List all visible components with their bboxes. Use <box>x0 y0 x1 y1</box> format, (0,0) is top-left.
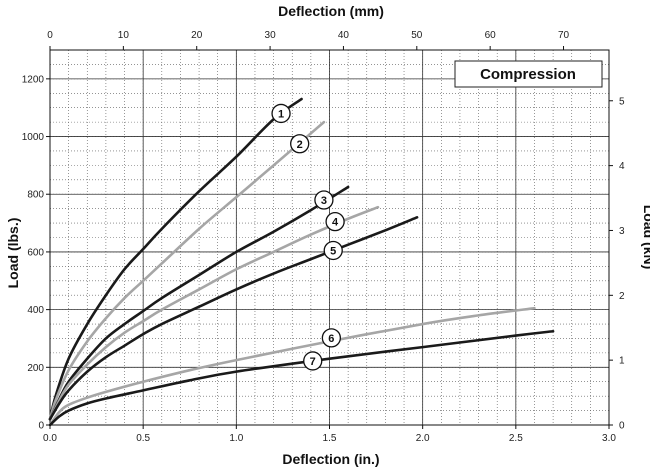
series-6-marker-circle <box>321 328 342 348</box>
right-axis-title: Load (kN) <box>641 205 650 270</box>
series-2-marker-circle <box>290 134 310 154</box>
x-tick-label: 0.5 <box>136 433 150 444</box>
left-axis-ticks: 0 200 400 600 800 1000 1200 <box>22 74 50 432</box>
top-tick-label: 70 <box>558 30 570 41</box>
top-tick-label: 50 <box>411 30 423 41</box>
top-axis-ticks: 0 10 20 30 40 50 60 70 <box>47 30 570 50</box>
series-5-marker: 5 <box>323 240 343 261</box>
chart-title: Compression <box>480 66 576 83</box>
series-7-label: 7 <box>310 356 316 368</box>
top-tick-label: 0 <box>47 30 53 41</box>
top-tick-label: 40 <box>338 30 350 41</box>
right-tick-label: 0 <box>619 421 625 432</box>
series-7-line <box>48 329 555 427</box>
top-tick-label: 30 <box>265 30 277 41</box>
series-7-marker: 7 <box>303 351 323 371</box>
series-3-marker-circle <box>314 190 334 210</box>
top-tick-label: 10 <box>118 30 130 41</box>
series-4-label: 4 <box>332 217 339 229</box>
series-label-layer: 1 2 34 5 67 <box>271 103 345 371</box>
x-tick-label: 0.0 <box>43 433 57 444</box>
y-tick-label: 800 <box>27 190 44 201</box>
right-tick-label: 5 <box>619 96 625 107</box>
right-axis-ticks: 0 1 2 3 4 5 <box>609 96 625 432</box>
series-6-marker: 6 <box>321 328 342 348</box>
series-3-marker: 3 <box>314 190 334 210</box>
series-5-marker-circle <box>323 240 343 261</box>
x-axis-title: Deflection (in.) <box>282 451 379 467</box>
series-2-marker: 2 <box>290 134 310 154</box>
series-4-marker-circle <box>325 211 345 232</box>
series-layer <box>48 97 555 427</box>
x-tick-label: 2.0 <box>416 433 430 444</box>
series-4-line <box>48 205 380 421</box>
series-2-label: 2 <box>297 139 303 151</box>
top-axis-title: Deflection (mm) <box>278 3 384 19</box>
right-tick-label: 4 <box>619 161 625 172</box>
series-1-line <box>48 97 303 421</box>
right-tick-label: 2 <box>619 291 625 302</box>
x-tick-label: 1.0 <box>229 433 243 444</box>
series-7-marker-circle <box>303 351 323 371</box>
y-tick-label: 1000 <box>22 132 45 143</box>
x-tick-label: 3.0 <box>602 433 616 444</box>
series-3-line <box>48 185 350 421</box>
series-2-line <box>48 120 326 421</box>
series-5-label: 5 <box>330 245 336 257</box>
bottom-axis-ticks: 0.0 0.5 1.0 1.5 2.0 2.5 3.0 <box>43 425 616 444</box>
series-1-label: 1 <box>278 108 284 120</box>
right-tick-label: 3 <box>619 226 625 237</box>
y-tick-label: 600 <box>27 247 44 258</box>
series-1-marker: 1 <box>271 103 291 124</box>
series-1-marker-circle <box>271 103 291 124</box>
y-tick-label: 0 <box>38 421 44 432</box>
x-tick-label: 1.5 <box>323 433 337 444</box>
series-6-label: 6 <box>328 333 334 345</box>
y-axis-title: Load (lbs.) <box>5 218 21 289</box>
legend-box <box>454 60 603 88</box>
y-tick-label: 400 <box>27 305 44 316</box>
top-tick-label: 20 <box>191 30 203 41</box>
chart-legend: Compression <box>454 60 603 88</box>
right-tick-label: 1 <box>619 356 625 367</box>
series-6-line <box>48 306 536 427</box>
y-tick-label: 200 <box>27 363 44 374</box>
y-tick-label: 1200 <box>22 74 45 85</box>
x-tick-label: 2.5 <box>509 433 523 444</box>
series-3-label: 3 <box>321 195 327 207</box>
series-4-marker: 4 <box>325 211 345 232</box>
top-tick-label: 60 <box>485 30 497 41</box>
